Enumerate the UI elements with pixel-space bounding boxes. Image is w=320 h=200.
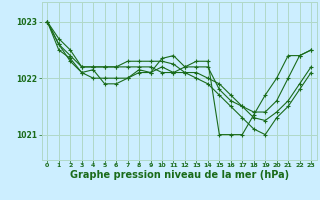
X-axis label: Graphe pression niveau de la mer (hPa): Graphe pression niveau de la mer (hPa) [70,170,289,180]
